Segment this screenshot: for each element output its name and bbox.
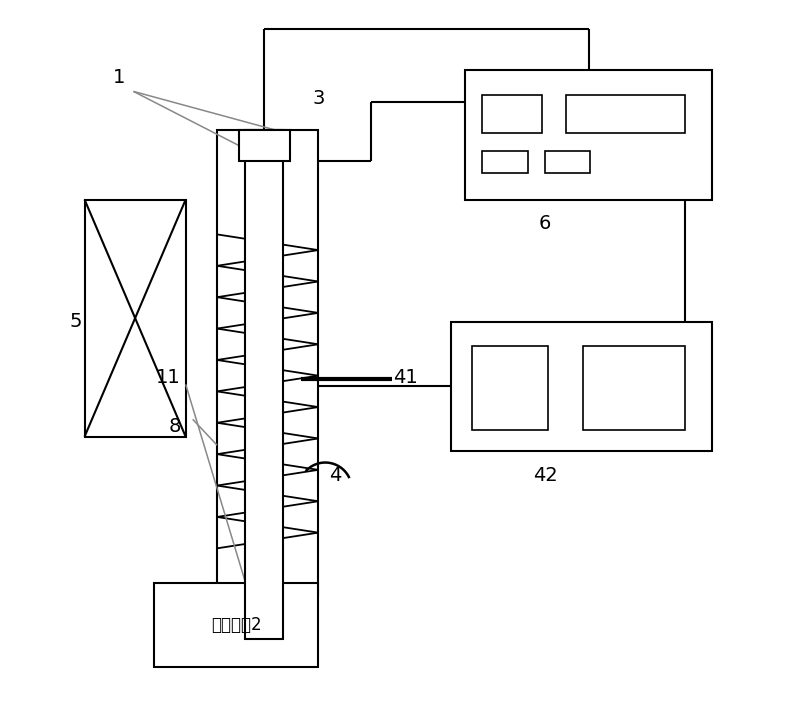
Text: 11: 11 xyxy=(156,368,181,387)
Text: 41: 41 xyxy=(393,368,418,387)
Bar xyxy=(217,130,318,594)
Bar xyxy=(545,150,590,173)
Text: 4: 4 xyxy=(329,465,342,484)
Text: 6: 6 xyxy=(539,215,551,234)
Bar xyxy=(472,346,548,430)
Bar xyxy=(233,604,296,619)
Bar xyxy=(251,585,280,601)
Text: 42: 42 xyxy=(532,465,558,484)
Text: 5: 5 xyxy=(70,312,81,331)
Bar xyxy=(583,346,684,430)
Bar xyxy=(566,95,684,133)
Bar xyxy=(154,583,318,667)
Bar xyxy=(465,71,713,200)
Bar xyxy=(85,200,186,437)
Text: 3: 3 xyxy=(312,89,325,108)
Bar xyxy=(451,322,713,450)
Bar xyxy=(239,130,290,161)
Bar xyxy=(245,130,284,639)
Text: 8: 8 xyxy=(169,417,182,436)
Text: 1: 1 xyxy=(113,68,126,87)
Bar xyxy=(482,150,528,173)
Text: 真空系统2: 真空系统2 xyxy=(211,616,261,634)
Bar xyxy=(482,95,541,133)
